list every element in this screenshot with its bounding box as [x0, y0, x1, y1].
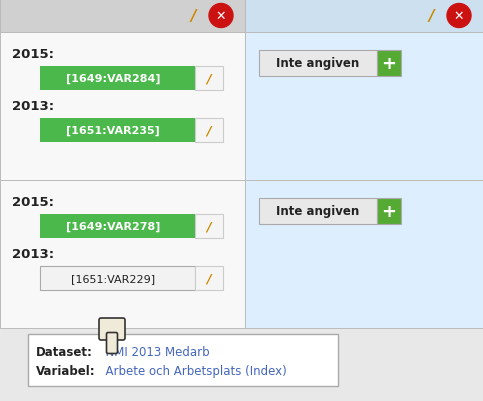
Text: ✕: ✕ — [454, 10, 464, 22]
Bar — [377, 51, 401, 77]
Text: [1649:VAR278]: [1649:VAR278] — [66, 221, 160, 231]
Bar — [40, 119, 195, 143]
Text: 2015:: 2015: — [12, 49, 54, 61]
Text: NMI 2013 Medarb: NMI 2013 Medarb — [98, 346, 210, 358]
Bar — [195, 215, 223, 239]
Bar — [377, 198, 401, 225]
Text: /: / — [207, 220, 212, 233]
Bar — [40, 67, 195, 91]
Bar — [259, 198, 377, 225]
Text: 2013:: 2013: — [12, 248, 54, 261]
Text: +: + — [382, 55, 397, 73]
Bar — [245, 0, 483, 33]
Text: ✕: ✕ — [216, 10, 226, 22]
Bar — [195, 67, 223, 91]
Text: Variabel:: Variabel: — [36, 365, 96, 378]
Bar — [245, 180, 483, 328]
Bar — [195, 119, 223, 143]
Bar — [28, 334, 338, 386]
Text: Arbete och Arbetsplats (Index): Arbete och Arbetsplats (Index) — [98, 365, 287, 378]
Bar — [245, 33, 483, 180]
Circle shape — [447, 4, 471, 28]
Text: /: / — [190, 9, 196, 24]
Text: 2013:: 2013: — [12, 100, 54, 113]
Bar — [0, 180, 245, 328]
Text: +: + — [382, 203, 397, 221]
Text: Dataset:: Dataset: — [36, 346, 93, 358]
Text: [1651:VAR229]: [1651:VAR229] — [71, 273, 155, 283]
Bar — [259, 51, 377, 77]
Text: 2015:: 2015: — [12, 196, 54, 209]
Bar — [40, 266, 195, 290]
Text: /: / — [207, 124, 212, 137]
Text: /: / — [207, 272, 212, 285]
FancyBboxPatch shape — [106, 333, 117, 354]
Text: Inte angiven: Inte angiven — [276, 57, 360, 70]
Text: [1649:VAR284]: [1649:VAR284] — [66, 74, 160, 84]
Text: /: / — [428, 9, 434, 24]
Bar — [0, 0, 245, 33]
Text: [1651:VAR235]: [1651:VAR235] — [66, 126, 160, 136]
Bar — [195, 266, 223, 290]
Circle shape — [209, 4, 233, 28]
Text: Inte angiven: Inte angiven — [276, 205, 360, 218]
Bar — [40, 215, 195, 239]
Text: /: / — [207, 72, 212, 85]
Bar — [0, 33, 245, 180]
FancyBboxPatch shape — [99, 318, 125, 340]
